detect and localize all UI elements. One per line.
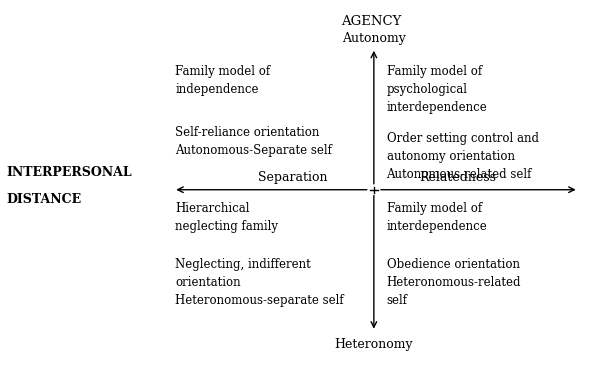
Text: Self-reliance orientation
Autonomous-Separate self: Self-reliance orientation Autonomous-Sep… bbox=[175, 126, 332, 157]
Text: Autonomy: Autonomy bbox=[342, 32, 406, 45]
Text: Family model of
interdependence: Family model of interdependence bbox=[387, 202, 487, 233]
Text: Family model of
independence: Family model of independence bbox=[175, 65, 271, 96]
Text: Obedience orientation
Heteronomous-related
self: Obedience orientation Heteronomous-relat… bbox=[387, 259, 521, 307]
Text: Separation: Separation bbox=[258, 171, 327, 184]
Text: Heteronomy: Heteronomy bbox=[335, 338, 413, 351]
Text: Hierarchical
neglecting family: Hierarchical neglecting family bbox=[175, 202, 279, 233]
Text: Family model of
psychological
interdependence: Family model of psychological interdepen… bbox=[387, 65, 487, 114]
Text: AGENCY: AGENCY bbox=[341, 15, 401, 28]
Text: Neglecting, indifferent
orientation
Heteronomous-separate self: Neglecting, indifferent orientation Hete… bbox=[175, 259, 344, 307]
Text: Relatedness: Relatedness bbox=[419, 171, 496, 184]
Text: INTERPERSONAL: INTERPERSONAL bbox=[6, 167, 131, 179]
Text: DISTANCE: DISTANCE bbox=[6, 193, 81, 205]
Text: Order setting control and
autonomy orientation
Autonomous-related self: Order setting control and autonomy orien… bbox=[387, 132, 538, 181]
